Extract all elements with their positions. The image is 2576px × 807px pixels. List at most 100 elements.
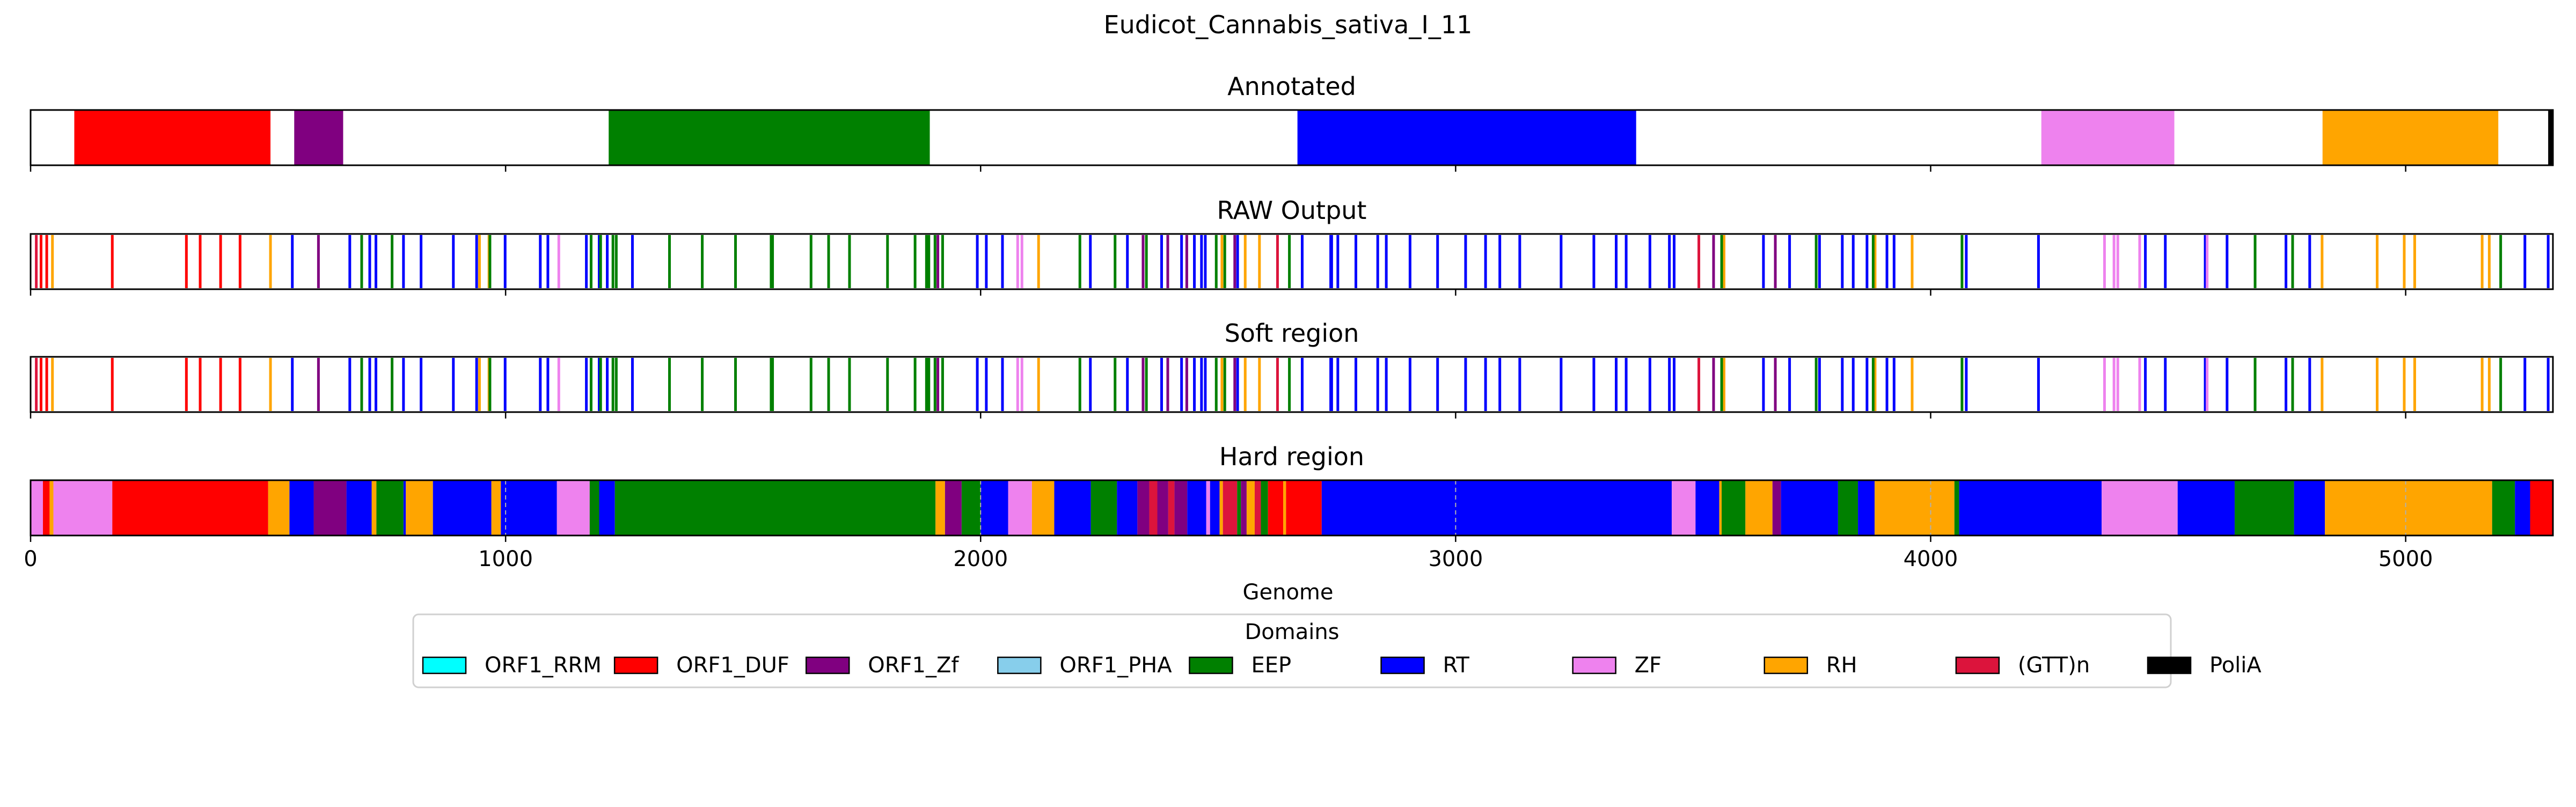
domain-region — [1254, 480, 1261, 535]
legend-label: ORF1_Zf — [868, 653, 959, 678]
domain-region — [1137, 480, 1150, 535]
domain-region — [1091, 480, 1117, 535]
domain-region — [1772, 480, 1781, 535]
legend-swatch — [2147, 656, 2192, 674]
domain-region — [1237, 480, 1241, 535]
domain-region — [406, 480, 433, 535]
domain-region — [49, 480, 54, 535]
legend-label: RT — [1443, 653, 1470, 678]
domain-region — [74, 110, 270, 165]
legend-swatch — [613, 656, 658, 674]
domain-region — [614, 480, 936, 535]
domain-region — [112, 480, 268, 535]
domain-region — [501, 480, 557, 535]
domain-region — [2322, 110, 2499, 165]
legend-entry: (GTT)n — [1955, 653, 2090, 678]
legend-label: PoliA — [2209, 653, 2262, 678]
legend-entry: ORF1_Zf — [805, 653, 959, 678]
domain-region — [945, 480, 962, 535]
domain-region — [2177, 480, 2235, 535]
domain-region — [376, 480, 404, 535]
legend-entry: ZF — [1572, 653, 1662, 678]
domain-region — [1219, 480, 1223, 535]
legend-swatch — [1955, 656, 2000, 674]
domain-region — [2294, 480, 2325, 535]
domain-region — [1157, 480, 1168, 535]
x-tick-label: 0 — [24, 547, 37, 571]
domain-region — [403, 480, 406, 535]
domain-region — [980, 480, 1008, 535]
domain-region — [1261, 480, 1268, 535]
legend-swatch — [422, 656, 467, 674]
panel-title: RAW Output — [1217, 196, 1367, 225]
legend-entry: PoliA — [2147, 653, 2262, 678]
domain-region — [2492, 480, 2515, 535]
legend-label: ORF1_PHA — [1059, 653, 1172, 678]
domain-region — [1959, 480, 2102, 535]
x-axis-label: Genome — [1242, 580, 1333, 605]
domain-region — [2515, 480, 2530, 535]
track-panel: Annotated — [30, 72, 2554, 172]
domain-region — [31, 480, 43, 535]
domain-region — [1745, 480, 1773, 535]
legend-swatch — [1763, 656, 1809, 674]
domain-region — [1672, 480, 1696, 535]
domain-region — [1695, 480, 1719, 535]
legend-label: (GTT)n — [2018, 653, 2090, 678]
domain-region — [2548, 110, 2553, 165]
domain-region — [2530, 480, 2553, 535]
chart-title: Eudicot_Cannabis_sativa_I_11 — [1104, 10, 1473, 39]
domain-region — [1286, 480, 1322, 535]
domain-region — [1283, 480, 1286, 535]
domain-region — [1168, 480, 1175, 535]
domain-region — [2234, 480, 2294, 535]
domain-region — [1858, 480, 1875, 535]
legend-entry: EEP — [1189, 653, 1291, 678]
legend-entry: RT — [1380, 653, 1470, 678]
legend-label: ZF — [1635, 653, 1662, 678]
domain-region — [1246, 480, 1255, 535]
panel-title: Soft region — [1225, 319, 1359, 348]
domain-region — [433, 480, 492, 535]
domain-region — [1008, 480, 1032, 535]
legend-label: ORF1_DUF — [676, 653, 789, 678]
domain-region — [1297, 110, 1636, 165]
domain-region — [2325, 480, 2492, 535]
domain-region — [1781, 480, 1838, 535]
domain-region — [2102, 480, 2178, 535]
domain-region — [268, 480, 290, 535]
domain-region — [1149, 480, 1158, 535]
domain-region — [1187, 480, 1206, 535]
domain-region — [1875, 480, 1955, 535]
domain-region — [1223, 480, 1238, 535]
track-panel: Hard region — [30, 442, 2554, 542]
track-panel: RAW Output — [30, 196, 2554, 296]
track-panels: Annotated RAW Output Soft region Hard regio… — [30, 72, 2554, 542]
legend-entry: ORF1_DUF — [613, 653, 789, 678]
domain-region — [1206, 480, 1210, 535]
legend-label: RH — [1826, 653, 1857, 678]
track-panel: Soft region — [30, 319, 2554, 419]
legend-swatch — [1380, 656, 1425, 674]
legend-entry: RH — [1763, 653, 1857, 678]
domain-region — [961, 480, 981, 535]
domain-region — [289, 480, 314, 535]
domain-region — [557, 480, 590, 535]
domain-region — [53, 480, 113, 535]
domain-region — [1719, 480, 1722, 535]
x-tick-label: 1000 — [478, 547, 533, 571]
domain-region — [935, 480, 945, 535]
legend-entry: ORF1_PHA — [997, 653, 1172, 678]
domain-region — [2041, 110, 2175, 165]
legend-entry: ORF1_RRM — [422, 653, 602, 678]
legend-swatch — [997, 656, 1042, 674]
domain-region — [609, 110, 930, 165]
legend-swatch — [1572, 656, 1616, 674]
panel-frame — [30, 109, 2554, 166]
domain-region — [589, 480, 599, 535]
legend: Domains ORF1_RRM ORF1_DUF ORF1_Zf ORF1_PHA EE… — [412, 613, 2262, 688]
domain-region — [1838, 480, 1858, 535]
x-axis: 0 1000 2000 3000 4000 5000 — [24, 547, 2433, 571]
panel-frame — [30, 356, 2554, 413]
